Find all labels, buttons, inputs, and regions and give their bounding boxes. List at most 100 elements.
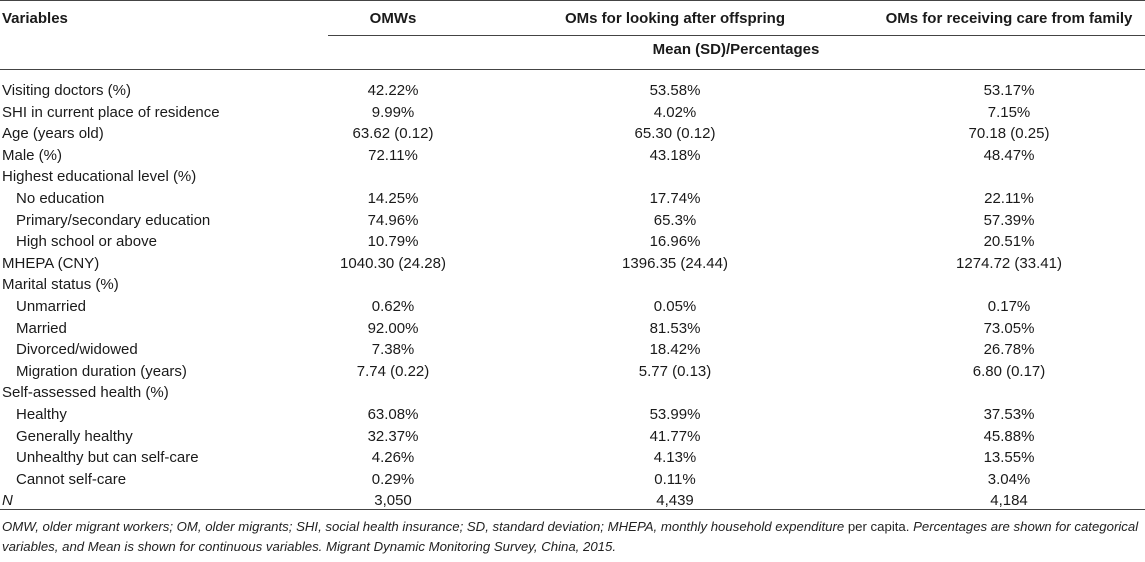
row-label: SHI in current place of residence xyxy=(2,103,220,121)
header-bottom-rule xyxy=(0,69,1145,70)
cell-omws: 9.99% xyxy=(371,103,415,121)
table-row: Highest educational level (%) xyxy=(0,166,1145,187)
cell-oms-family-care: 6.80 (0.17) xyxy=(972,362,1046,380)
cell-oms-offspring: 4,439 xyxy=(656,492,694,510)
row-label: Migration duration (years) xyxy=(16,362,187,380)
cell-oms-offspring: 53.99% xyxy=(649,406,701,423)
table-row: Visiting doctors (%) 42.22% 53.58% 53.17% xyxy=(0,80,1145,101)
table-footnote: OMW, older migrant workers; OM, older mi… xyxy=(2,517,1142,557)
table-row: Generally healthy 32.37% 41.77% 45.88% xyxy=(0,426,1145,447)
cell-oms-offspring: 65.3% xyxy=(653,211,697,229)
table-row: Unhealthy but can self-care 4.26% 4.13% 13.… xyxy=(0,447,1145,468)
cell-oms-offspring: 0.11% xyxy=(654,470,696,488)
table-row: Marital status (%) xyxy=(0,274,1145,295)
cell-omws: 92.00% xyxy=(367,319,419,337)
cell-omws: 14.25% xyxy=(367,190,419,207)
table-row: No education 14.25% 17.74% 22.11% xyxy=(0,188,1145,209)
cell-oms-family-care: 3.04% xyxy=(987,470,1031,488)
row-label: Healthy xyxy=(16,406,67,423)
cell-oms-family-care: 0.17% xyxy=(987,298,1031,315)
cell-oms-offspring: 0.05% xyxy=(653,298,697,315)
cell-oms-offspring: 65.30 (0.12) xyxy=(634,125,716,143)
cell-oms-family-care: 57.39% xyxy=(983,211,1035,229)
header-omws: OMWs xyxy=(369,10,417,27)
row-label: Generally healthy xyxy=(16,427,133,445)
cell-oms-offspring: 16.96% xyxy=(649,233,701,251)
cell-oms-family-care: 53.17% xyxy=(983,82,1035,99)
table-row: Unmarried 0.62% 0.05% 0.17% xyxy=(0,296,1145,317)
subheader-mean-sd: Mean (SD)/Percentages xyxy=(652,41,820,58)
cell-oms-family-care: 70.18 (0.25) xyxy=(968,125,1050,143)
cell-omws: 32.37% xyxy=(367,427,419,445)
header-variables: Variables xyxy=(2,10,68,27)
cell-oms-family-care: 20.51% xyxy=(983,233,1035,251)
footnote-abbreviations: OMW, older migrant workers; OM, older mi… xyxy=(2,519,845,534)
cell-oms-offspring: 43.18% xyxy=(649,146,701,164)
footnote-source: Percentages are shown for categorical va… xyxy=(2,519,1139,554)
cell-omws: 1040.30 (24.28) xyxy=(340,254,446,272)
cell-omws: 4.26% xyxy=(371,449,415,467)
cell-oms-offspring: 5.77 (0.13) xyxy=(638,362,712,380)
cell-oms-offspring: 18.42% xyxy=(649,341,701,359)
row-label: No education xyxy=(16,190,105,207)
row-label: Visiting doctors (%) xyxy=(2,82,131,99)
table-row: Male (%) 72.11% 43.18% 48.47% xyxy=(0,145,1145,166)
cell-omws: 7.38% xyxy=(371,341,415,359)
cell-oms-offspring: 53.58% xyxy=(649,82,701,99)
cell-oms-family-care: 37.53% xyxy=(983,406,1035,423)
table-row: N 3,050 4,439 4,184 xyxy=(0,490,1145,511)
row-label: Age (years old) xyxy=(2,125,104,143)
cell-oms-offspring: 41.77% xyxy=(649,427,701,445)
cell-omws: 3,050 xyxy=(374,492,412,510)
table-row: MHEPA (CNY) 1040.30 (24.28) 1396.35 (24.44… xyxy=(0,253,1145,274)
cell-omws: 7.74 (0.22) xyxy=(356,362,430,380)
table-row: Migration duration (years) 7.74 (0.22) 5.7… xyxy=(0,361,1145,382)
cell-oms-family-care: 45.88% xyxy=(983,427,1035,445)
row-label: Unmarried xyxy=(16,298,87,315)
table-row: SHI in current place of residence 9.99% 4.… xyxy=(0,102,1145,123)
cell-omws: 72.11% xyxy=(368,146,418,164)
row-label: Primary/secondary education xyxy=(16,211,211,229)
bottom-rule xyxy=(0,509,1145,510)
cell-oms-offspring: 4.02% xyxy=(653,103,697,121)
cell-oms-family-care: 1274.72 (33.41) xyxy=(956,254,1062,272)
row-label: Male (%) xyxy=(2,146,63,164)
cell-oms-family-care: 13.55% xyxy=(983,449,1035,467)
row-label: Marital status (%) xyxy=(2,276,119,294)
cell-oms-family-care: 22.11% xyxy=(984,190,1034,207)
cell-omws: 0.62% xyxy=(371,298,415,315)
row-label: Divorced/widowed xyxy=(16,341,138,359)
cell-oms-family-care: 48.47% xyxy=(983,146,1035,164)
table-row: Age (years old) 63.62 (0.12) 65.30 (0.12) 7… xyxy=(0,123,1145,144)
cell-omws: 63.08% xyxy=(367,406,419,423)
cell-oms-offspring: 17.74% xyxy=(649,190,701,207)
cell-omws: 10.79% xyxy=(367,233,419,251)
row-label: MHEPA (CNY) xyxy=(2,254,100,272)
cell-omws: 0.29% xyxy=(371,470,415,488)
header-underline xyxy=(328,35,1145,36)
cell-omws: 74.96% xyxy=(367,211,419,229)
cell-oms-offspring: 81.53% xyxy=(649,319,701,337)
row-label: Married xyxy=(16,319,67,337)
top-rule xyxy=(0,0,1145,1)
row-label: Self-assessed health (%) xyxy=(2,384,169,402)
table-row: High school or above 10.79% 16.96% 20.51% xyxy=(0,231,1145,252)
row-label: Cannot self-care xyxy=(16,470,127,488)
table-row: Cannot self-care 0.29% 0.11% 3.04% xyxy=(0,469,1145,490)
cell-oms-offspring: 1396.35 (24.44) xyxy=(622,254,728,272)
cell-oms-family-care: 4,184 xyxy=(990,492,1028,510)
cell-oms-family-care: 7.15% xyxy=(987,103,1031,121)
row-label: Highest educational level (%) xyxy=(2,168,197,186)
table-row: Divorced/widowed 7.38% 18.42% 26.78% xyxy=(0,339,1145,360)
cell-oms-offspring: 4.13% xyxy=(653,449,697,467)
cell-oms-family-care: 26.78% xyxy=(983,341,1035,359)
cell-oms-family-care: 73.05% xyxy=(983,319,1035,337)
footnote-per-capita: per capita. xyxy=(844,519,914,534)
header-oms-offspring: OMs for looking after offspring xyxy=(565,10,785,27)
table-row: Primary/secondary education 74.96% 65.3% 57… xyxy=(0,210,1145,231)
table-row: Married 92.00% 81.53% 73.05% xyxy=(0,318,1145,339)
row-label: High school or above xyxy=(16,233,157,251)
table-row: Self-assessed health (%) xyxy=(0,382,1145,403)
cell-omws: 63.62 (0.12) xyxy=(352,125,434,143)
row-label: N xyxy=(2,492,13,510)
